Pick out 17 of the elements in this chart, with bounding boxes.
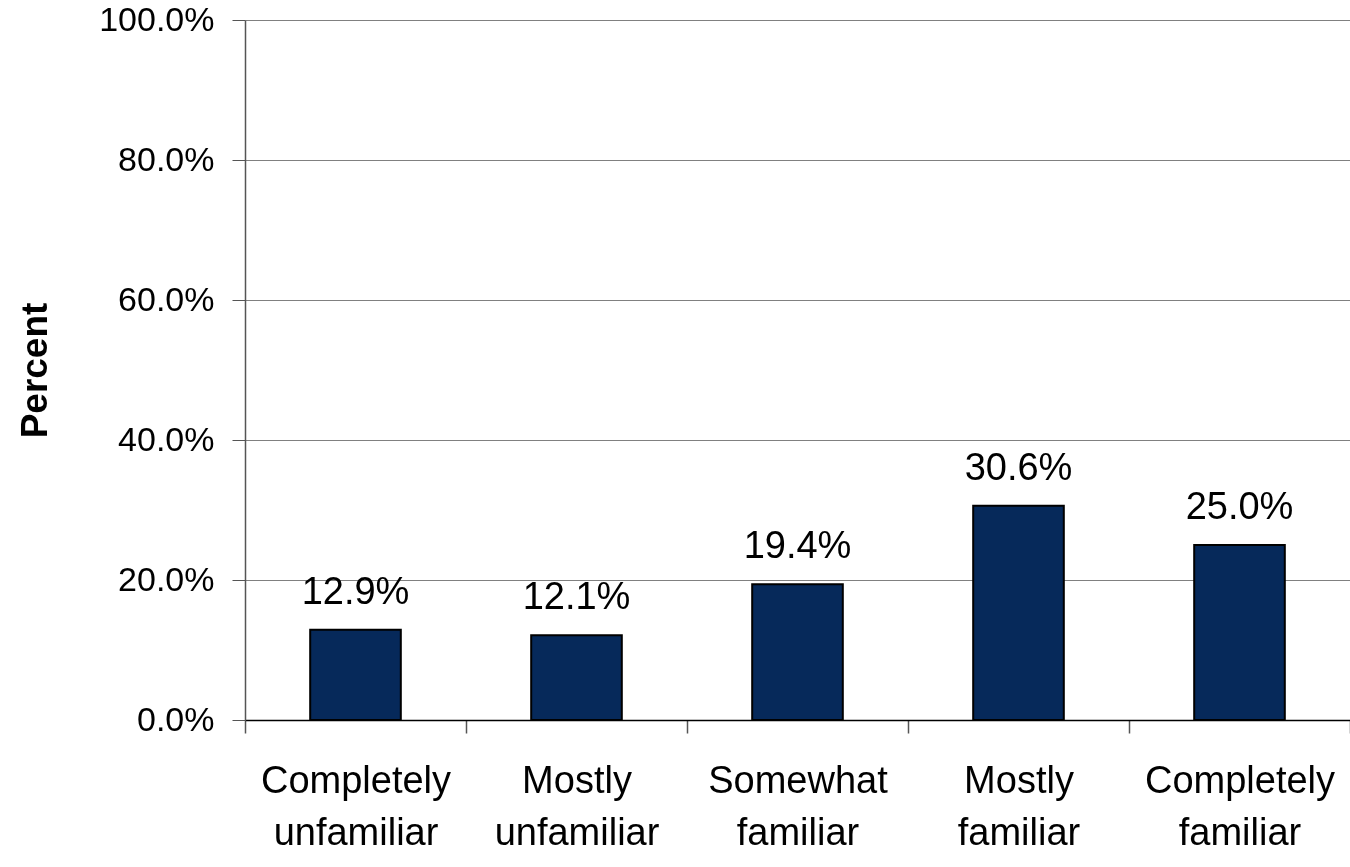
- data-label: 19.4%: [743, 524, 852, 567]
- data-label: 30.6%: [964, 445, 1073, 488]
- y-tick-label: 0.0%: [137, 699, 215, 738]
- y-tick-label: 100.0%: [99, 0, 215, 38]
- data-label: 12.1%: [522, 575, 631, 618]
- data-label: 12.9%: [301, 569, 410, 612]
- data-label: 25.0%: [1185, 485, 1294, 527]
- x-tick-label: Completely unfamiliar: [260, 758, 452, 853]
- y-tick-label: 80.0%: [118, 139, 215, 178]
- y-tick-label: 40.0%: [118, 419, 215, 458]
- x-tick-label: Mostly familiar: [957, 758, 1081, 853]
- x-tick-label: Mostly unfamiliar: [494, 758, 660, 853]
- x-tick-label: Somewhat familiar: [708, 758, 889, 853]
- y-axis-title: Percent: [14, 302, 56, 439]
- x-tick-label: Completely familiar: [1144, 758, 1336, 853]
- y-tick-label: 20.0%: [118, 559, 215, 598]
- y-tick-label: 60.0%: [118, 279, 215, 318]
